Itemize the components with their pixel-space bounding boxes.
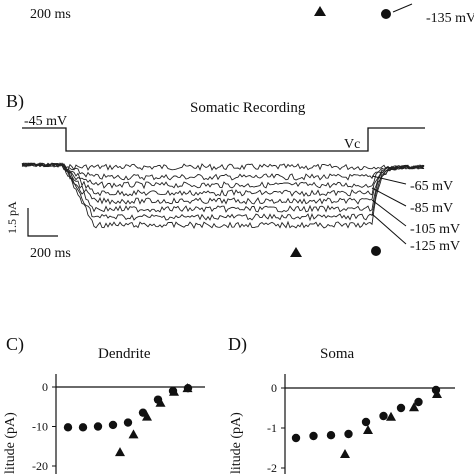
current-trace: [21, 162, 425, 181]
data-point-circle: [361, 417, 371, 427]
top-voltage-label: -135 mV: [426, 11, 474, 26]
current-trace: [21, 162, 425, 171]
panel-d-points: [291, 385, 442, 458]
voltage-label-85: -85 mV: [410, 201, 453, 216]
voltage-label-125: -125 mV: [410, 239, 460, 254]
panel-b-letter: B): [6, 91, 24, 112]
data-point-triangle: [409, 402, 419, 412]
time-scale-label: 200 ms: [30, 246, 71, 261]
y-tick-label: -10: [32, 420, 48, 434]
data-point-triangle: [169, 386, 179, 396]
voltage-label-105: -105 mV: [410, 222, 460, 237]
top-circle-marker: [381, 9, 391, 19]
data-point-circle: [78, 423, 88, 432]
current-trace: [21, 162, 425, 205]
current-trace: [21, 162, 425, 230]
data-point-circle: [344, 429, 353, 439]
data-point-circle: [326, 431, 336, 440]
panel-c-ticks: 0 -10 -20: [32, 380, 56, 473]
panel-c-points: [63, 383, 193, 457]
panel-d-title: Soma: [320, 346, 355, 362]
top-leader-line: [392, 3, 413, 13]
scale-bar: [27, 208, 58, 237]
data-point-circle: [63, 423, 73, 432]
y-tick-label: 0: [271, 381, 277, 395]
data-point-triangle: [128, 429, 139, 439]
data-point-circle: [123, 418, 133, 427]
panel-c-title: Dendrite: [98, 346, 151, 362]
y-tick-label: -20: [32, 459, 48, 473]
panel-c-letter: C): [6, 334, 24, 355]
data-point-circle: [414, 397, 423, 407]
panel-c-ylabel: litude (pA): [3, 412, 18, 474]
top-time-scale-label: 200 ms: [30, 7, 71, 22]
current-trace: [21, 162, 425, 213]
panel-d-ylabel: litude (pA): [229, 412, 244, 474]
data-point-triangle: [142, 411, 152, 421]
circle-marker: [371, 246, 381, 256]
data-point-circle: [396, 403, 406, 413]
data-point-circle: [108, 420, 118, 430]
current-trace: [21, 162, 425, 222]
current-scale-label: 1.5 pA: [5, 201, 19, 234]
data-point-circle: [379, 411, 388, 421]
current-trace: [21, 162, 425, 197]
current-traces: [21, 162, 425, 230]
top-triangle-marker: [314, 6, 326, 16]
y-tick-label: -1: [267, 421, 277, 435]
panel-b-title: Somatic Recording: [190, 100, 306, 116]
data-point-triangle: [155, 397, 166, 407]
voltage-command-trace: [22, 127, 425, 152]
data-point-circle: [138, 408, 148, 417]
holding-voltage-label: -45 mV: [24, 114, 67, 129]
panel-d-ticks: 0 -1 -2: [267, 381, 285, 474]
voltage-labels: -65 mV -85 mV -105 mV -125 mV: [371, 175, 460, 254]
triangle-marker: [290, 247, 302, 257]
data-point-circle: [291, 433, 301, 443]
y-tick-label: -2: [267, 461, 277, 474]
data-point-triangle: [182, 383, 193, 393]
data-point-circle: [309, 431, 318, 441]
data-point-triangle: [363, 425, 373, 434]
y-tick-label: 0: [42, 380, 48, 394]
data-point-triangle: [115, 447, 125, 457]
voltage-label-65: -65 mV: [410, 179, 453, 194]
current-trace: [21, 162, 425, 190]
panel-d-letter: D): [228, 334, 247, 355]
data-point-circle: [93, 422, 103, 431]
data-point-triangle: [340, 449, 350, 458]
data-point-triangle: [386, 411, 396, 421]
data-point-triangle: [432, 389, 442, 398]
command-voltage-label: Vc: [344, 137, 360, 152]
